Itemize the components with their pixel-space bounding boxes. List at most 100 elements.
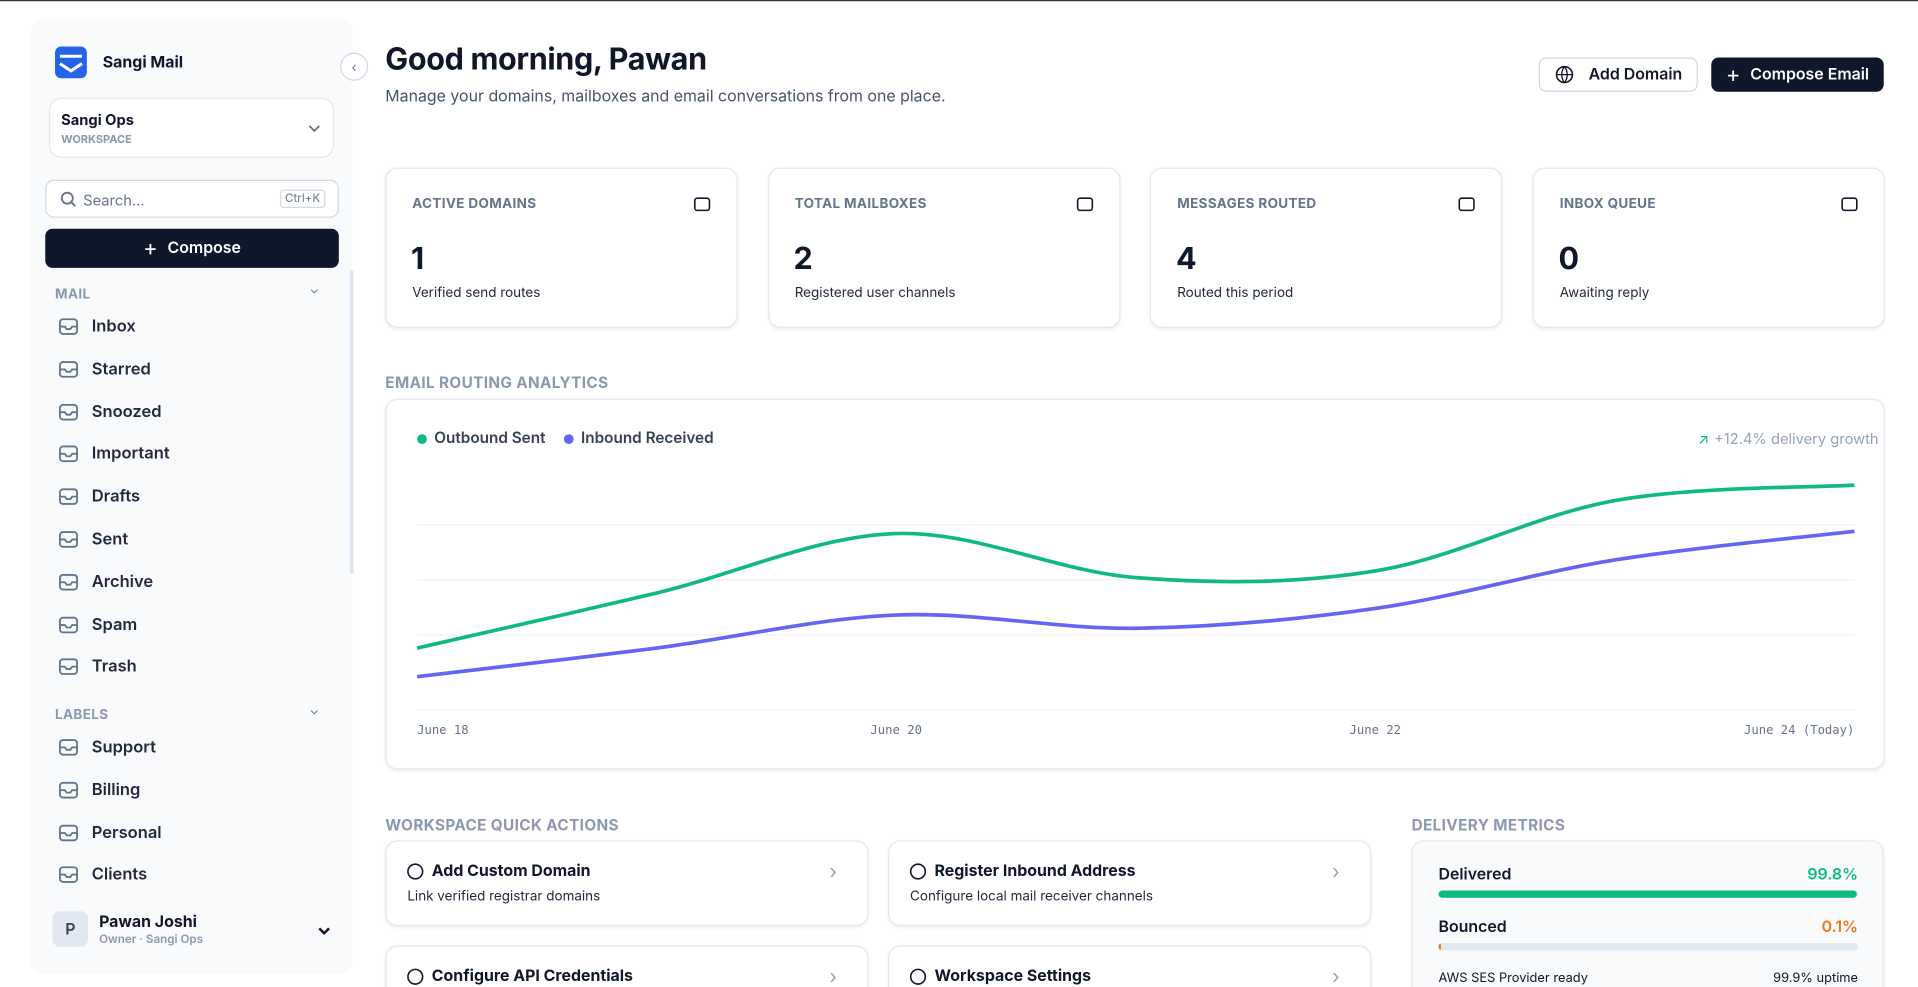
stat-value: 1 xyxy=(410,240,425,278)
nav-item[interactable]: Drafts xyxy=(49,480,338,514)
nav-item[interactable]: Inbox xyxy=(49,309,338,343)
shortcut: Ctrl+K xyxy=(280,189,326,208)
section-toggle[interactable]: ⌄ xyxy=(309,282,320,298)
nav-item[interactable]: Sent xyxy=(49,522,338,556)
action-icon xyxy=(407,863,424,880)
nav-item[interactable]: Support xyxy=(49,730,338,764)
chevron xyxy=(318,927,330,936)
sidebar xyxy=(30,19,353,974)
chart-card: June 18 June 20 June 22 June 24 (Today) Outb… xyxy=(385,398,1885,770)
nav-icon xyxy=(59,403,78,420)
nav-label: Personal xyxy=(91,822,162,843)
nav-icon xyxy=(59,616,78,633)
metric-track xyxy=(1438,943,1859,951)
chevron: › xyxy=(829,858,837,884)
nav-item[interactable]: Personal xyxy=(49,815,338,849)
nav-item[interactable]: Spam xyxy=(49,607,338,641)
series-line xyxy=(416,529,1855,679)
nav-icon xyxy=(59,824,78,841)
page-title: Good morning, Pawan xyxy=(385,41,707,79)
nav-item[interactable]: Trash xyxy=(49,650,338,684)
nav-icon xyxy=(59,573,78,591)
action-description: Link verified registrar domains xyxy=(407,886,601,904)
section-title: LABELS xyxy=(55,705,109,723)
action-icon xyxy=(909,968,927,985)
nav-icon xyxy=(59,658,78,676)
action-title: Configure API Credentials xyxy=(431,966,633,986)
nav-label: Archive xyxy=(91,572,154,592)
stat-label: MESSAGES ROUTED xyxy=(1177,194,1317,212)
nav-label: Spam xyxy=(91,614,138,635)
action-title: Add Custom Domain xyxy=(431,861,591,881)
stat-card: MESSAGES ROUTED 4 Routed this period xyxy=(1150,167,1503,328)
stat-label: INBOX QUEUE xyxy=(1559,194,1656,212)
nav-item[interactable]: Snoozed xyxy=(49,395,338,429)
action-title: Register Inbound Address xyxy=(934,861,1136,881)
search-placeholder: Search... xyxy=(83,190,145,210)
nav-icon xyxy=(59,360,78,378)
section-title: WORKSPACE QUICK ACTIONS xyxy=(385,817,619,836)
action-description: Configure local mail receiver channels xyxy=(910,886,1153,904)
stat-label: ACTIVE DOMAINS xyxy=(412,194,537,212)
uptime: 99.9% uptime xyxy=(1773,969,1859,986)
action-card[interactable]: Register Inbound Address Configure local … xyxy=(888,840,1372,926)
nav-icon xyxy=(59,488,78,506)
page-subtitle: Manage your domains, mailboxes and email… xyxy=(385,86,946,107)
nav-item[interactable]: Important xyxy=(49,437,338,471)
stat-caption: Registered user channels xyxy=(794,283,956,301)
globe-icon xyxy=(1555,65,1573,84)
action-icon xyxy=(909,863,927,880)
icon-shape xyxy=(59,410,78,416)
nav-label: Drafts xyxy=(91,487,141,507)
icon-shape xyxy=(59,874,78,879)
chevron xyxy=(308,125,320,133)
icon-shape xyxy=(909,968,927,985)
section-title: EMAIL ROUTING ANALYTICS xyxy=(385,374,609,393)
add-domain-button[interactable]: Add Domain xyxy=(1538,57,1698,92)
icon-shape xyxy=(1076,197,1093,212)
section-toggle[interactable]: ⌄ xyxy=(309,703,320,719)
stat-icon xyxy=(1076,197,1093,212)
nav-item[interactable]: Billing xyxy=(49,773,338,807)
action-card[interactable]: Workspace Settings › xyxy=(888,945,1372,987)
stat-caption: Awaiting reply xyxy=(1559,283,1650,301)
icon-shape xyxy=(59,581,78,586)
icon-shape xyxy=(59,831,78,836)
chevron: › xyxy=(1332,858,1340,884)
collapse-button[interactable]: ‹ xyxy=(340,52,369,81)
search-box[interactable]: Search... Ctrl+K xyxy=(45,179,339,218)
metric-bar xyxy=(1438,943,1441,951)
workspace-switcher[interactable]: Sangi Ops WORKSPACE xyxy=(48,97,334,158)
chart-annotation: ↗ +12.4% delivery growth xyxy=(1697,429,1879,448)
nav-item[interactable]: Starred xyxy=(49,352,338,386)
stat-card: INBOX QUEUE 0 Awaiting reply xyxy=(1532,167,1886,328)
legend-label: Inbound Received xyxy=(581,429,714,448)
stat-card: TOTAL MAILBOXES 2 Registered user channels xyxy=(767,167,1121,328)
stat-caption: Verified send routes xyxy=(412,283,541,301)
action-card[interactable]: Add Custom Domain Link verified registrar… xyxy=(385,840,869,926)
compose-label: Compose xyxy=(167,238,241,259)
metrics-card xyxy=(1411,840,1884,987)
compose-email-button[interactable]: + Compose Email xyxy=(1711,57,1884,92)
metric-label: 99.8% xyxy=(1807,864,1859,885)
nav-icon xyxy=(59,739,78,756)
series-line xyxy=(416,483,1855,650)
icon-shape xyxy=(1458,197,1476,212)
scrollbar xyxy=(349,270,354,574)
nav-label: Inbox xyxy=(91,316,136,337)
user-name: Pawan Joshi xyxy=(99,912,197,933)
stat-caption: Routed this period xyxy=(1177,283,1294,301)
nav-label: Starred xyxy=(91,359,151,379)
icon-shape xyxy=(59,666,78,671)
action-card[interactable]: Configure API Credentials › xyxy=(385,945,869,987)
nav-item[interactable]: Clients xyxy=(49,858,338,892)
legend-dot xyxy=(417,434,427,445)
nav-item[interactable]: Archive xyxy=(49,565,338,599)
nav-icon xyxy=(59,446,78,463)
avatar: P xyxy=(52,911,89,947)
search-icon xyxy=(60,191,76,207)
icon-shape xyxy=(59,789,78,794)
compose-button[interactable]: + Compose xyxy=(45,228,339,268)
stat-icon xyxy=(1458,197,1476,212)
